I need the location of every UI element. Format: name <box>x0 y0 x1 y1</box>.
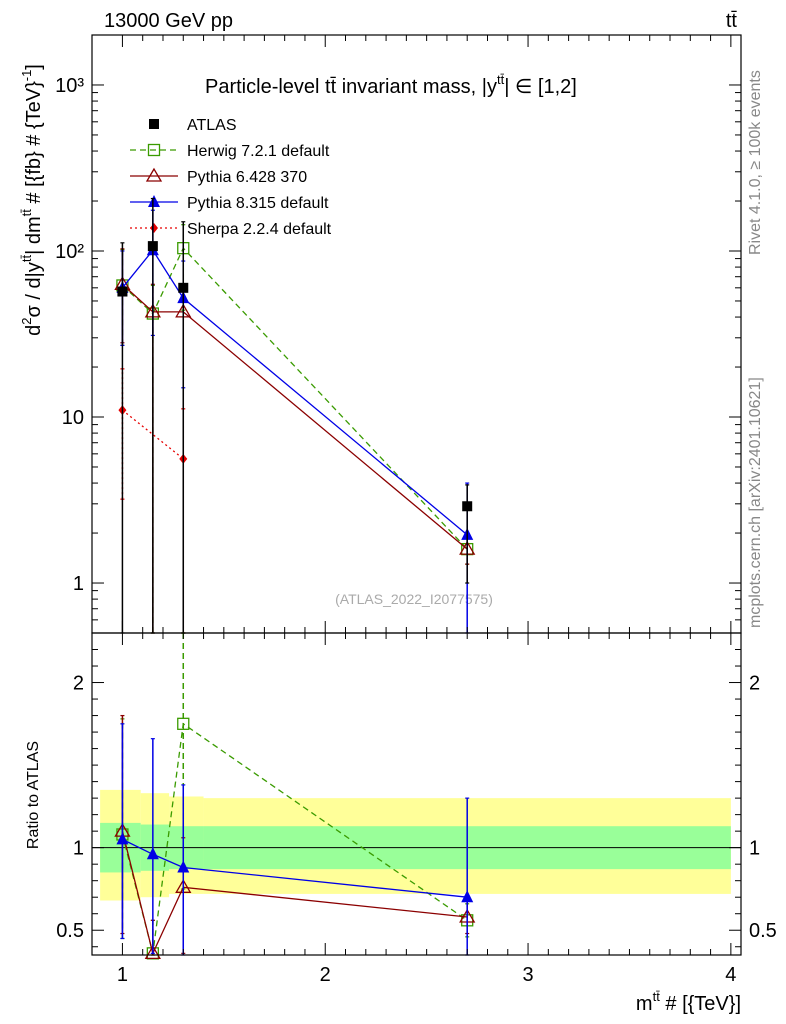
herwig-line <box>121 247 468 550</box>
x-axis-label: mtt̄ # [{TeV}] <box>636 989 741 1015</box>
y-tick-label: 10 <box>62 407 84 429</box>
data-legend-label: ATLAS <box>187 117 237 134</box>
x-tick-label: 1 <box>117 964 128 986</box>
pythia8-point <box>146 847 159 860</box>
sherpa-legend-label: Sherpa 2.2.4 default <box>187 221 332 238</box>
pythia8-line <box>121 249 468 536</box>
pythia6-legend-label: Pythia 6.428 370 <box>187 169 307 186</box>
pythia8-legend-label: Pythia 8.315 default <box>187 195 329 212</box>
ratio-y-tick-label-right: 2 <box>749 673 760 695</box>
pythia6-point <box>144 945 161 959</box>
sherpa-legend-marker <box>150 223 158 233</box>
ratio-frame <box>91 632 742 956</box>
data-point <box>462 501 473 512</box>
analysis-watermark: (ATLAS_2022_I2077575) <box>335 591 493 607</box>
ratio-y-axis-label: Ratio to ATLAS <box>25 741 42 849</box>
process-label: tt̄ <box>726 10 738 32</box>
plot-title: Particle-level tt̄ invariant mass, |ytt̄… <box>205 72 577 98</box>
mcplots-label: mcplots.cern.ch [arXiv:2401.10621] <box>747 377 764 628</box>
ratio-y-tick-label: 2 <box>73 673 84 695</box>
herwig-legend-label: Herwig 7.2.1 default <box>187 143 330 160</box>
data-point <box>117 286 128 297</box>
y-tick-label: 10³ <box>55 75 84 97</box>
ratio-y-tick-label-right: 0.5 <box>749 920 777 942</box>
x-tick-label: 2 <box>320 964 331 986</box>
pythia6-line <box>121 830 468 956</box>
rivet-version-label: Rivet 4.1.0, ≥ 100k events <box>747 70 764 255</box>
pythia8-point <box>177 860 190 873</box>
pythia6-line <box>121 283 468 550</box>
data-legend-marker <box>149 119 159 129</box>
pythia8-point <box>116 832 129 845</box>
ratio-plot: 1 2 3 4 0.5 0.5 1 1 2 2 <box>56 632 777 986</box>
y-tick-label: 10² <box>55 241 84 263</box>
pythia8-legend-marker <box>148 195 160 207</box>
pythia8-point <box>461 890 474 903</box>
y-tick-label: 1 <box>73 573 84 595</box>
pythia6-legend-marker <box>145 167 163 182</box>
energy-label: 13000 GeV pp <box>104 10 233 32</box>
y-axis-label: d2σ / d|ytt̄| dmtt̄ # [{fb} # {TeV}-1] <box>19 64 45 336</box>
herwig-legend-marker <box>147 143 161 157</box>
x-tick-label: 3 <box>522 964 533 986</box>
legend: ATLAS Herwig 7.2.1 default Pythia 6.428 37… <box>130 117 332 238</box>
x-tick-label: 4 <box>725 964 736 986</box>
ratio-y-tick-label: 0.5 <box>56 920 84 942</box>
ratio-y-tick-label: 1 <box>73 838 84 860</box>
data-point <box>147 241 158 252</box>
main-plot: 1 10 10² 10³ <box>55 34 742 634</box>
pythia8-line <box>122 838 468 898</box>
ratio-y-tick-label-right: 1 <box>749 838 760 860</box>
herwig-point <box>177 717 190 730</box>
data-point <box>178 282 189 293</box>
